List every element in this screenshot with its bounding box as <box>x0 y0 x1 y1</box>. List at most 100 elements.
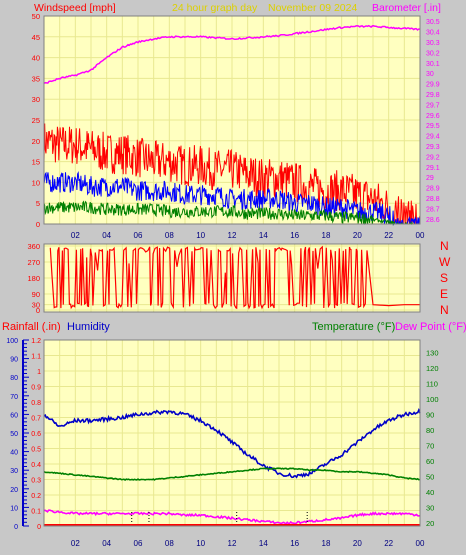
graph-date: November 09 2024 <box>268 2 357 14</box>
direction-y-tick: 90 <box>32 290 40 299</box>
barometer-y-tick: 29.8 <box>426 92 440 99</box>
rainfall-y-tick: 0.1 <box>31 509 41 516</box>
temp-x-tick: 20 <box>353 539 362 548</box>
humidity-y-tick: 0 <box>14 524 18 531</box>
wind-y-tick: 0 <box>36 220 40 229</box>
humidity-y-tick: 30 <box>10 468 18 475</box>
barometer-y-tick: 29.9 <box>426 82 440 89</box>
temp-x-tick: 10 <box>196 539 205 548</box>
humidity-y-tick: 90 <box>10 357 18 364</box>
temperature-y-tick: 90 <box>426 410 434 419</box>
wind-x-tick: 04 <box>102 231 111 240</box>
barometer-y-tick: 30.5 <box>426 19 440 26</box>
barometer-y-tick: 28.6 <box>426 217 440 224</box>
wind-x-tick: 18 <box>322 231 331 240</box>
rainfall-y-tick: 0 <box>37 524 41 531</box>
temperature-y-tick: 130 <box>426 348 439 357</box>
barometer-y-tick: 30 <box>426 71 434 78</box>
dewpoint-label: Dew Point (°F) <box>395 321 466 333</box>
temperature-y-tick: 40 <box>426 488 434 497</box>
wind-y-tick: 15 <box>32 158 40 167</box>
barometer-y-tick: 29.5 <box>426 123 440 130</box>
temp-x-tick: 08 <box>165 539 174 548</box>
rainfall-y-tick: 0.9 <box>31 385 41 392</box>
barometer-y-tick: 29.1 <box>426 165 440 172</box>
temp-x-tick: 14 <box>259 539 268 548</box>
barometer-y-tick: 30.2 <box>426 50 440 57</box>
wind-x-tick: 00 <box>416 231 425 240</box>
wind-y-tick: 35 <box>32 74 40 83</box>
rainfall-y-tick: 0.3 <box>31 478 41 485</box>
humidity-y-tick: 60 <box>10 412 18 419</box>
barometer-y-tick: 28.8 <box>426 196 440 203</box>
temperature-y-tick: 80 <box>426 426 434 435</box>
humidity-line <box>43 408 421 479</box>
temp-plot-border <box>43 339 421 527</box>
compass-n-top: N <box>440 239 449 253</box>
barometer-y-tick: 30.3 <box>426 40 440 47</box>
rainfall-y-tick: 0.4 <box>31 462 41 469</box>
temp-x-tick: 00 <box>416 539 425 548</box>
humidity-y-tick: 40 <box>10 450 18 457</box>
temp-x-tick: 02 <box>71 539 80 548</box>
humidity-y-tick: 50 <box>10 431 18 438</box>
humidity-label: Humidity <box>67 321 110 333</box>
rainfall-y-tick: 0.7 <box>31 416 41 423</box>
wind-gust-line <box>43 123 421 225</box>
direction-y-tick: 30 <box>32 301 40 310</box>
temp-x-tick: 22 <box>384 539 393 548</box>
wind-x-tick: 12 <box>228 231 237 240</box>
humidity-y-tick: 70 <box>10 394 18 401</box>
wind-y-tick: 50 <box>32 12 40 21</box>
rainfall-y-tick: 1 <box>37 369 41 376</box>
wind-x-tick: 16 <box>290 231 299 240</box>
direction-y-tick: 270 <box>27 258 40 267</box>
barometer-y-tick: 30.4 <box>426 30 440 37</box>
temp-x-tick: 18 <box>322 539 331 548</box>
wind-x-tick: 10 <box>196 231 205 240</box>
temperature-y-tick: 30 <box>426 503 434 512</box>
graph-title: 24 hour graph day <box>172 2 258 14</box>
wind-x-tick: 06 <box>134 231 143 240</box>
temp-x-tick: 16 <box>290 539 299 548</box>
temperature-y-tick: 100 <box>426 395 439 404</box>
wind-plot-border <box>43 15 421 225</box>
barometer-y-tick: 28.7 <box>426 206 440 213</box>
compass-s: S <box>440 271 448 285</box>
temperature-y-tick: 70 <box>426 441 434 450</box>
barometer-line <box>43 24 421 84</box>
barometer-y-tick: 30.1 <box>426 61 440 68</box>
wind-direction-line <box>49 245 420 310</box>
wind-x-tick: 14 <box>259 231 268 240</box>
rainfall-y-tick: 1.1 <box>31 354 41 361</box>
temperature-y-tick: 110 <box>426 379 438 388</box>
windspeed-label: Windspeed [mph] <box>34 2 116 14</box>
humidity-y-tick: 100 <box>6 338 18 345</box>
barometer-y-tick: 29.4 <box>426 134 440 141</box>
temperature-y-tick: 50 <box>426 472 434 481</box>
wind-low-line <box>43 200 420 226</box>
wind-x-tick: 02 <box>71 231 80 240</box>
direction-y-tick: 360 <box>27 242 40 251</box>
barometer-y-tick: 29.6 <box>426 113 440 120</box>
rainfall-label: Rainfall (.in) <box>2 321 61 333</box>
direction-plot-border <box>43 243 421 313</box>
wind-x-tick: 20 <box>353 231 362 240</box>
compass-n-bottom: N <box>440 303 449 317</box>
wind-x-tick: 08 <box>165 231 174 240</box>
temperature-y-tick: 120 <box>426 364 439 373</box>
rainfall-y-tick: 1.2 <box>31 338 41 345</box>
barometer-y-tick: 29 <box>426 175 434 182</box>
humidity-y-tick: 80 <box>10 375 18 382</box>
compass-w: W <box>439 255 451 269</box>
wind-y-tick: 5 <box>36 199 40 208</box>
humidity-y-tick: 20 <box>10 487 18 494</box>
wind-y-tick: 45 <box>32 33 40 42</box>
rainfall-y-tick: 0.6 <box>31 431 41 438</box>
wind-x-tick: 22 <box>384 231 393 240</box>
barometer-y-tick: 28.9 <box>426 186 440 193</box>
rainfall-y-tick: 0.8 <box>31 400 41 407</box>
direction-y-tick: 180 <box>27 274 40 283</box>
humidity-y-tick: 10 <box>10 505 18 512</box>
